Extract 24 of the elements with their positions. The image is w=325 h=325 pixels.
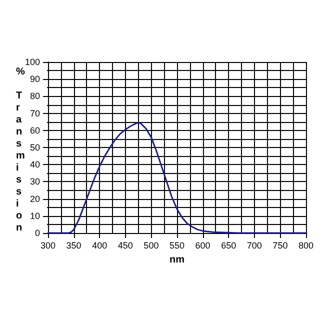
y-tick-label: 80: [30, 91, 40, 102]
y-tick-label: 40: [30, 160, 40, 170]
x-tick-label: 650: [221, 240, 236, 250]
y-tick-label: 10: [30, 210, 40, 221]
y-tick-label: 30: [30, 176, 40, 187]
y-tick-label: 70: [30, 108, 40, 118]
y-tick-label: 90: [30, 74, 40, 84]
x-tick-label: 550: [169, 240, 185, 250]
x-tick-label: 800: [298, 240, 314, 250]
x-tick-label: 600: [195, 240, 210, 250]
x-tick-label: 350: [66, 240, 82, 250]
text: % Transmission: [16, 66, 25, 234]
y-tick-label: 0: [34, 228, 40, 238]
x-tick-label: 450: [118, 240, 133, 250]
x-tick-label: 500: [144, 240, 159, 250]
x-tick-label: 300: [40, 240, 56, 250]
x-tick-label: 400: [92, 240, 108, 250]
y-tick-label: 20: [30, 194, 40, 204]
y-tick-label: 100: [24, 57, 40, 67]
y-tick-label: 50: [30, 142, 40, 152]
x-tick-label: 750: [272, 240, 288, 250]
y-tick-label: 60: [30, 125, 40, 136]
x-axis-title: nm: [170, 254, 185, 266]
x-tick-label: 700: [246, 240, 262, 250]
